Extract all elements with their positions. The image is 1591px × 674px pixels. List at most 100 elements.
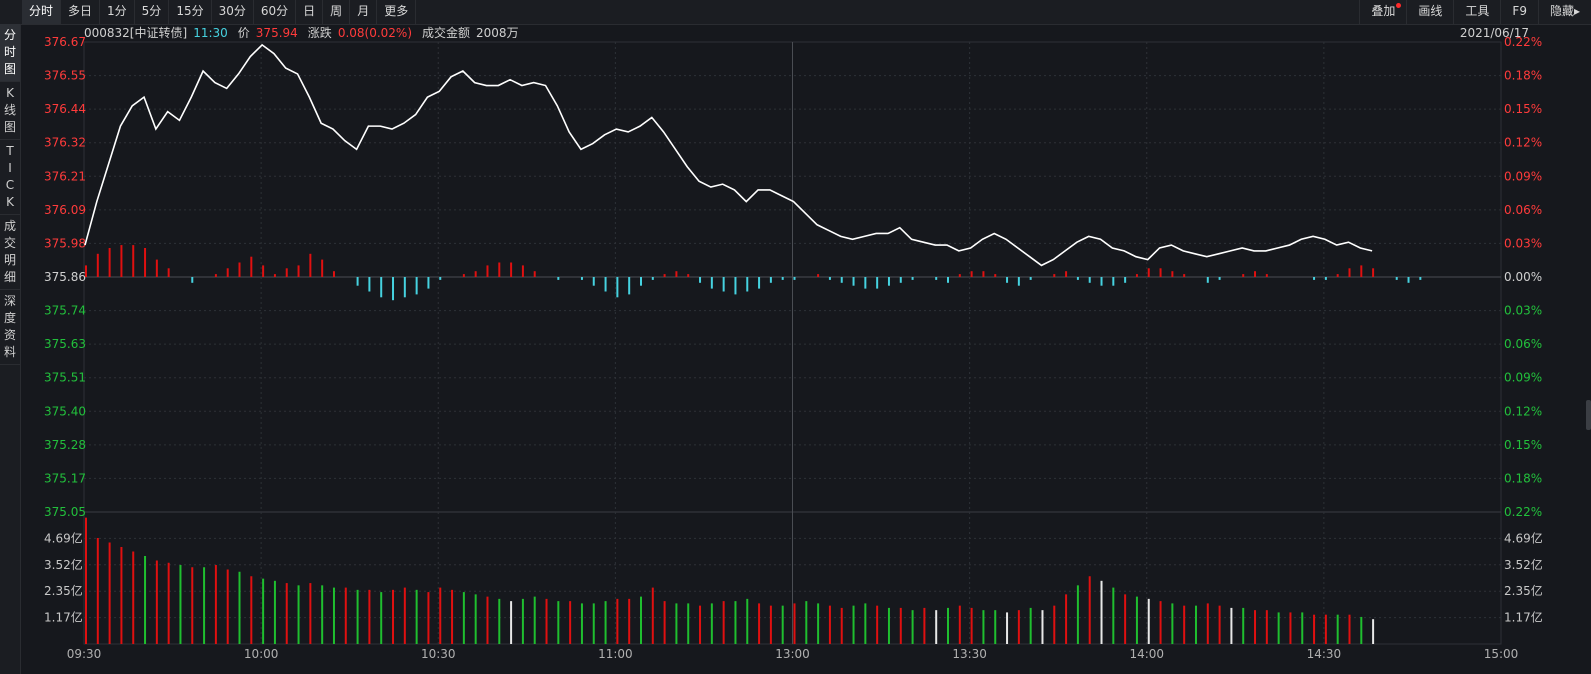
x-tick: 10:30 [421,647,456,661]
y-tick-right: 0.15% [1504,102,1542,116]
sidebar-tab-char: K [6,195,14,209]
sidebar-tab-char: I [8,161,12,175]
toolbar-button-4[interactable]: 隐藏▸ [1537,0,1591,24]
cursor-time: 11:30 [193,26,228,40]
x-tick: 10:00 [244,647,279,661]
sidebar-tab-0[interactable]: 分时图 [0,24,20,82]
y-tick-left: 375.40 [44,404,86,418]
amount-label: 成交金额 [422,26,471,40]
y-tick-right: 0.22% [1504,505,1542,519]
sidebar-tab-char: 图 [3,120,16,134]
period-tab-1[interactable]: 多日 [61,0,101,24]
vol-tick-right: 4.69亿 [1504,530,1543,545]
y-tick-right: 0.03% [1504,304,1542,318]
sidebar-tab-char: 料 [3,345,16,359]
y-tick-right: 0.22% [1504,35,1542,49]
scrollbar[interactable] [1586,400,1591,430]
sidebar-tab-char: 交 [3,236,16,250]
y-tick-left: 376.32 [44,136,86,150]
period-tab-0[interactable]: 分时 [22,0,62,24]
toolbar-button-3[interactable]: F9 [1500,0,1538,24]
sidebar-tab-char: 细 [3,270,16,284]
y-tick-right: 0.03% [1504,236,1542,250]
sidebar-tab-4[interactable]: 深度资料 [0,290,20,365]
y-tick-right: 0.09% [1504,371,1542,385]
sidebar-tab-char: K [6,86,14,100]
toolbar-button-0[interactable]: 叠加 [1359,0,1406,24]
security-code: 000832[中证转债] [84,26,188,40]
y-tick-right: 0.12% [1504,136,1542,150]
y-tick-left: 376.21 [44,169,86,183]
period-tab-4[interactable]: 15分 [169,0,212,24]
y-tick-left: 375.86 [44,270,86,284]
y-tick-left: 375.17 [44,471,86,485]
toolbar-right: 叠加 画线 工具 F9 隐藏▸ [1359,0,1591,24]
period-tab-7[interactable]: 日 [296,0,324,24]
toolbar-button-label: F9 [1512,4,1527,18]
price-value: 375.94 [255,26,298,40]
sidebar-tab-char: C [5,178,15,192]
sidebar-tab-char: 深 [3,294,16,308]
toolbar-button-label: 叠加 [1371,4,1396,18]
sidebar-tab-char: 度 [3,311,16,325]
trade-date: 2021/06/17 [1459,26,1529,40]
period-tab-5[interactable]: 30分 [212,0,254,24]
x-tick: 13:30 [952,647,987,661]
y-tick-right: 0.18% [1504,471,1542,485]
x-tick: 15:00 [1484,647,1519,661]
period-tabs: 分时 多日 1分 5分 15分 30分 60分日周月更多 [22,0,417,24]
period-tab-2[interactable]: 1分 [100,0,135,24]
y-tick-left: 375.28 [44,438,86,452]
y-tick-right: 0.15% [1504,438,1542,452]
x-tick: 14:30 [1307,647,1342,661]
y-tick-left: 376.67 [44,35,86,49]
toolbar-button-2[interactable]: 工具 [1453,0,1500,24]
toolbar-button-label: 画线 [1418,4,1443,18]
y-tick-left: 375.05 [44,505,86,519]
sidebar-tab-char: 分 [3,28,16,42]
notification-dot-icon [1396,3,1402,8]
x-tick: 09:30 [67,647,102,661]
y-tick-left: 376.09 [44,203,86,217]
y-tick-left: 375.63 [44,337,86,351]
y-tick-right: 0.12% [1504,404,1542,418]
y-tick-right: 0.18% [1504,69,1542,83]
y-tick-left: 376.55 [44,69,86,83]
x-tick: 11:00 [598,647,633,661]
y-tick-right: 0.00% [1504,270,1542,284]
y-tick-right: 0.06% [1504,337,1542,351]
sidebar-tab-char: 图 [3,62,16,76]
vol-tick-right: 1.17亿 [1504,610,1543,625]
change-label: 涨跌 [307,26,332,40]
change-value: 0.08(0.02%) [337,26,413,40]
period-tab-10[interactable]: 更多 [377,0,417,24]
toolbar-button-label: 工具 [1465,4,1490,18]
price-line [84,43,1373,267]
sidebar-tab-char: 成 [3,219,16,233]
toolbar: 分时 多日 1分 5分 15分 30分 60分日周月更多 叠加 画线 工具 F9 隐藏▸ [0,0,1591,25]
vol-tick-left: 4.69亿 [44,530,83,545]
y-tick-left: 375.98 [44,236,86,250]
vol-tick-right: 2.35亿 [1504,583,1543,598]
vol-tick-left: 2.35亿 [44,583,83,598]
period-tab-9[interactable]: 月 [350,0,378,24]
y-tick-left: 375.74 [44,304,86,318]
period-tab-3[interactable]: 5分 [135,0,170,24]
price-label: 价 [237,26,250,40]
sidebar-tab-char: 时 [3,45,16,59]
period-tab-8[interactable]: 周 [323,0,351,24]
period-tab-6[interactable]: 60分 [254,0,297,24]
sidebar-tab-3[interactable]: 成交明细 [0,215,20,290]
toolbar-button-1[interactable]: 画线 [1406,0,1453,24]
quote-header: 000832[中证转债] 11:30 价 375.94 涨跌 0.08(0.02… [84,24,519,42]
x-tick: 14:00 [1129,647,1164,661]
amount-value: 2008万 [476,26,519,40]
y-tick-left: 375.51 [44,371,86,385]
sidebar-tab-char: T [6,144,14,158]
sidebar-tab-char: 明 [3,253,16,267]
vol-tick-left: 1.17亿 [44,610,83,625]
